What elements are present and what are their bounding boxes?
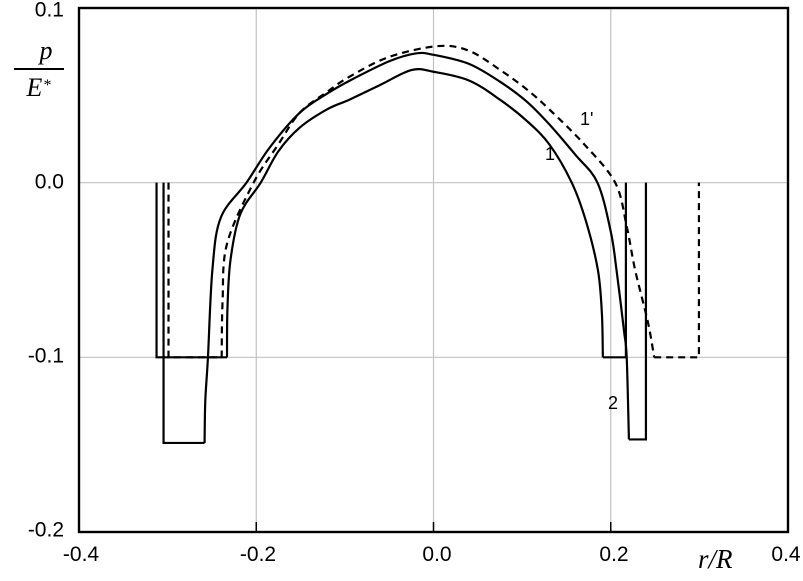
- curve-2-well: [628, 182, 648, 441]
- curve-1-prime-well: [654, 182, 701, 359]
- curve-1-prime: [220, 44, 656, 358]
- curve-label-2: 2: [608, 393, 619, 413]
- y-tick-label-0.0: 0.0: [34, 170, 64, 194]
- x-tick-label-0.0: 0.0: [422, 543, 452, 566]
- y-axis-denominator: E*: [14, 71, 64, 103]
- y-axis-denominator-symbol: E: [26, 73, 43, 102]
- x-tick-label-0.2: 0.2: [599, 543, 629, 566]
- curve-1-prime-well: [167, 182, 222, 359]
- curve-1: [225, 68, 604, 358]
- y-tick-label--0.2: -0.2: [27, 518, 64, 542]
- y-tick-label--0.1: -0.1: [27, 344, 64, 368]
- y-tick-label-0.1: 0.1: [34, 0, 64, 22]
- curve-label-1-prime: 1': [580, 109, 594, 129]
- x-tick-label--0.4: -0.4: [62, 543, 100, 566]
- fraction-bar: [14, 68, 64, 70]
- y-axis-numerator: p: [39, 36, 53, 65]
- curve-1-well: [155, 182, 227, 359]
- curve-2: [203, 51, 631, 443]
- plot-border: [77, 6, 790, 534]
- curve-label-1: 1: [545, 144, 556, 164]
- x-axis-title: r/R: [698, 544, 733, 574]
- y-axis-denominator-sup: *: [43, 77, 52, 94]
- x-tick-label-0.4: 0.4: [771, 543, 801, 566]
- curve-2-well: [162, 182, 205, 445]
- x-tick-label--0.2: -0.2: [239, 543, 277, 566]
- y-axis-title: p E*: [14, 36, 64, 103]
